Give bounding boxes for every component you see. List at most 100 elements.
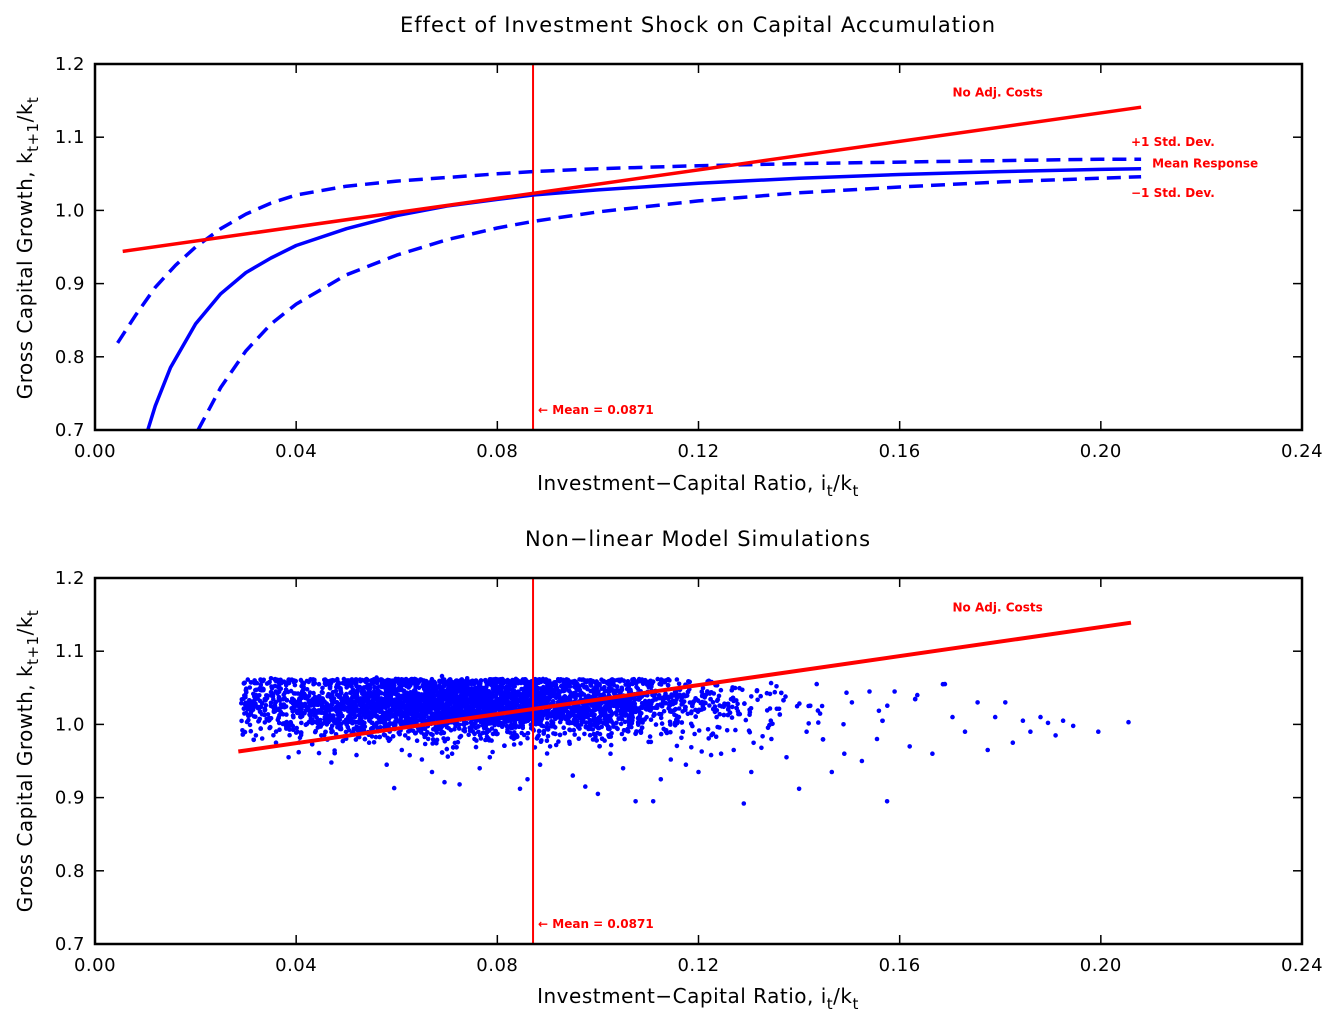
scatter-point — [648, 717, 654, 722]
scatter-point — [307, 700, 312, 705]
scatter-point — [708, 696, 713, 702]
scatter-point — [340, 680, 346, 686]
scatter-point — [429, 690, 435, 695]
scatter-point — [314, 697, 320, 703]
scatter-point — [303, 695, 308, 701]
scatter-point — [353, 678, 359, 683]
scatter-point — [748, 706, 754, 711]
scatter-point — [570, 691, 576, 697]
scatter-point — [309, 720, 315, 726]
scatter-point — [633, 709, 638, 714]
scatter-point — [453, 696, 459, 701]
top-chart-title: Effect of Investment Shock on Capital Ac… — [400, 13, 996, 37]
scatter-point — [656, 695, 661, 701]
scatter-point — [414, 738, 420, 743]
scatter-point — [633, 680, 639, 686]
scatter-point — [618, 721, 624, 727]
scatter-point — [450, 680, 455, 685]
scatter-point — [349, 683, 354, 689]
scatter-point — [713, 734, 719, 739]
scatter-point — [716, 693, 722, 699]
scatter-point — [595, 730, 600, 736]
scatter-point — [339, 713, 345, 719]
scatter-point — [639, 725, 645, 730]
scatter-point — [544, 751, 550, 756]
scatter-point — [593, 718, 598, 723]
scatter-point — [616, 677, 622, 683]
scatter-point — [404, 683, 409, 689]
scatter-point — [524, 701, 529, 707]
scatter-point — [251, 737, 256, 743]
scatter-point — [764, 708, 770, 713]
scatter-point — [674, 743, 680, 749]
scatter-point — [526, 684, 532, 689]
scatter-point — [320, 696, 325, 701]
scatter-point — [290, 709, 295, 714]
scatter-point — [281, 692, 287, 697]
scatter-point — [347, 706, 353, 712]
scatter-point — [559, 683, 564, 689]
scatter-point — [474, 711, 479, 716]
scatter-point — [618, 712, 624, 717]
scatter-point — [478, 678, 484, 683]
scatter-point — [446, 708, 452, 714]
scatter-point — [465, 680, 470, 686]
scatter-point — [298, 692, 304, 698]
top-y-axis-label: Gross Capital Growth, kt+1/kt — [13, 97, 42, 400]
scatter-point — [844, 690, 849, 695]
scatter-point — [505, 729, 510, 735]
scatter-point — [442, 712, 448, 718]
scatter-point — [247, 685, 253, 690]
bottom-x-tick-label: 0.24 — [1281, 955, 1323, 976]
scatter-point — [245, 677, 251, 682]
scatter-point — [240, 728, 245, 733]
scatter-point — [518, 680, 524, 686]
scatter-point — [245, 704, 251, 710]
scatter-point — [567, 739, 572, 745]
scatter-point — [622, 736, 627, 742]
scatter-point — [672, 689, 678, 695]
bottom-scatter-points — [239, 673, 1131, 806]
scatter-point — [562, 688, 567, 693]
scatter-point — [383, 704, 389, 710]
scatter-point — [534, 736, 540, 741]
scatter-point — [619, 731, 625, 737]
scatter-point — [730, 704, 735, 710]
scatter-point — [601, 679, 606, 684]
top-y-tick-label: 0.9 — [55, 274, 85, 295]
scatter-point — [385, 693, 390, 698]
scatter-point — [674, 717, 679, 723]
scatter-point — [755, 697, 760, 703]
scatter-point — [646, 684, 652, 690]
scatter-point — [721, 712, 727, 718]
bottom-ylabel-main: Gross Capital Growth, k — [13, 665, 37, 912]
scatter-point — [517, 724, 522, 729]
scatter-point — [743, 717, 749, 723]
scatter-point — [319, 733, 324, 738]
scatter-point — [399, 687, 404, 692]
scatter-point — [567, 727, 573, 733]
scatter-point — [349, 698, 354, 703]
bottom-x-tick-label: 0.20 — [1080, 955, 1122, 976]
scatter-point — [635, 715, 641, 721]
scatter-point — [367, 691, 372, 696]
scatter-point — [506, 679, 512, 685]
scatter-point — [629, 724, 634, 730]
scatter-point — [673, 700, 678, 706]
scatter-point — [594, 685, 600, 691]
top-plot-area: 0.00 0.04 0.08 0.12 0.16 0.20 0.240.70.80.91.0… — [55, 54, 1323, 462]
scatter-point — [473, 702, 478, 708]
scatter-point — [464, 676, 470, 681]
scatter-point — [885, 703, 890, 708]
scatter-point — [599, 736, 605, 741]
scatter-point — [593, 707, 598, 712]
scatter-point — [430, 741, 435, 746]
scatter-point — [759, 745, 764, 751]
scatter-point — [632, 701, 638, 707]
scatter-point — [302, 701, 308, 707]
scatter-point — [661, 708, 667, 714]
scatter-point — [240, 732, 246, 737]
scatter-point — [501, 698, 506, 704]
scatter-point — [310, 709, 316, 714]
scatter-point — [618, 698, 623, 704]
